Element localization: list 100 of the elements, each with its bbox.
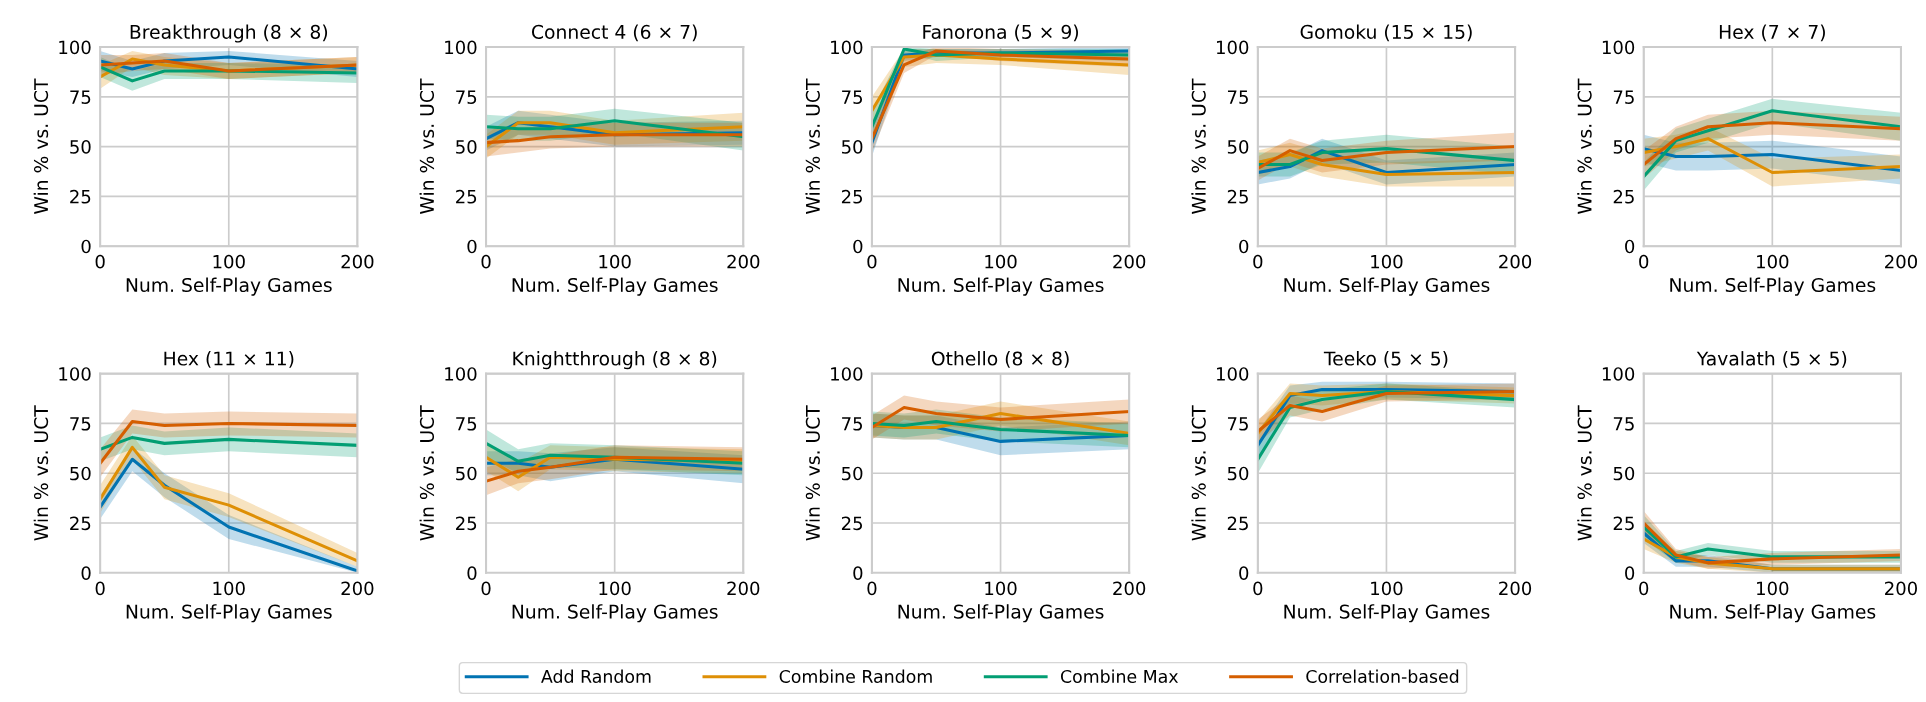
y-tick-label: 0 (1625, 239, 1635, 254)
y-axis-title: Win % vs. UCT (419, 405, 435, 541)
x-tick-label: 0 (1253, 581, 1263, 596)
y-axis-title: Win % vs. UCT (805, 405, 820, 541)
y-tick-label: 50 (842, 466, 863, 481)
x-tick-label: 0 (481, 254, 491, 269)
y-tick-label: 25 (70, 189, 91, 204)
x-axis-title: Num. Self-Play Games (1284, 277, 1490, 296)
y-tick-label: 100 (445, 40, 477, 55)
x-tick-label: 100 (213, 254, 245, 269)
y-axis-title: Win % vs. UCT (805, 78, 820, 214)
chart-title: Fanorona (5 × 9) (923, 24, 1079, 42)
x-tick-label: 200 (341, 254, 374, 269)
x-tick-label: 0 (1639, 254, 1649, 269)
y-tick-label: 100 (831, 40, 863, 55)
y-tick-label: 0 (467, 239, 477, 254)
x-tick-label: 100 (599, 254, 631, 269)
chart-title: Breakthrough (8 × 8) (130, 24, 328, 43)
x-tick-label: 0 (95, 254, 105, 269)
x-axis-title: Num. Self-Play Games (1670, 277, 1876, 296)
x-axis-title: Num. Self-Play Games (898, 604, 1104, 623)
x-axis-title: Num. Self-Play Games (1670, 604, 1876, 623)
line-series (1643, 137, 1901, 175)
y-tick-label: 100 (1217, 367, 1249, 381)
y-tick-label: 75 (1227, 90, 1248, 104)
x-tick-label: 0 (1639, 581, 1649, 596)
y-tick-label: 25 (841, 516, 863, 531)
legend-label: Combine Max (1060, 669, 1179, 684)
y-tick-label: 75 (70, 90, 91, 104)
chart-title: Hex (7 × 7) (1719, 24, 1825, 42)
y-axis-title: Win % vs. UCT (1191, 405, 1206, 541)
y-tick-label: 100 (831, 367, 863, 381)
legend-label: Correlation-based (1306, 669, 1459, 684)
y-tick-label: 25 (1227, 516, 1248, 531)
y-tick-label: 0 (1239, 239, 1249, 254)
x-tick-label: 0 (867, 254, 877, 269)
y-tick-label: 50 (70, 466, 91, 481)
y-tick-label: 50 (456, 140, 477, 154)
chart-title: Connect 4 (6 × 7) (531, 24, 697, 42)
y-tick-label: 100 (59, 367, 91, 381)
line-series (1643, 121, 1901, 167)
y-tick-label: 50 (842, 140, 863, 154)
y-tick-label: 25 (841, 189, 863, 204)
y-axis-title: Win % vs. UCT (1191, 78, 1206, 214)
x-tick-label: 200 (1885, 254, 1917, 269)
y-tick-label: 25 (1613, 516, 1634, 531)
y-tick-label: 50 (70, 140, 91, 154)
x-axis-title: Num. Self-Play Games (898, 277, 1104, 296)
chart-title: Yavalath (5 × 5) (1696, 351, 1847, 368)
chart-title: Othello (8 × 8) (931, 351, 1069, 368)
x-tick-label: 200 (1113, 581, 1146, 596)
y-tick-label: 75 (1227, 417, 1248, 431)
x-tick-label: 0 (481, 581, 491, 596)
chart-title: Gomoku (15 × 15) (1300, 24, 1472, 42)
y-tick-label: 0 (1625, 566, 1635, 580)
x-tick-label: 200 (1885, 581, 1917, 596)
line-series (1643, 521, 1901, 565)
line-series (100, 435, 358, 451)
y-tick-label: 75 (1613, 90, 1634, 104)
y-tick-label: 75 (842, 90, 863, 104)
x-tick-label: 100 (213, 581, 245, 596)
y-axis-title: Win % vs. UCT (419, 78, 435, 214)
y-tick-label: 50 (1227, 140, 1249, 154)
x-tick-label: 100 (985, 581, 1017, 596)
x-tick-label: 0 (867, 581, 877, 596)
line-series (871, 419, 1130, 437)
y-tick-label: 100 (445, 367, 477, 381)
x-tick-label: 200 (1113, 254, 1146, 269)
legend-label: Combine Random (779, 669, 932, 684)
x-tick-label: 100 (1757, 581, 1789, 596)
x-tick-label: 100 (1371, 581, 1403, 596)
y-tick-label: 25 (1613, 189, 1634, 204)
y-tick-label: 0 (467, 566, 477, 580)
y-axis-title: Win % vs. UCT (33, 78, 49, 214)
x-tick-label: 100 (1371, 254, 1403, 269)
x-tick-label: 200 (727, 254, 760, 269)
y-tick-label: 100 (1602, 40, 1635, 55)
y-tick-label: 25 (456, 516, 477, 531)
y-tick-label: 25 (456, 189, 477, 204)
y-tick-label: 0 (853, 566, 863, 580)
x-tick-label: 200 (1499, 581, 1532, 596)
y-tick-label: 75 (456, 90, 477, 104)
y-tick-label: 25 (1227, 189, 1248, 204)
x-axis-title: Num. Self-Play Games (512, 277, 718, 296)
x-tick-label: 0 (1253, 254, 1263, 269)
y-tick-label: 100 (1217, 40, 1249, 55)
y-tick-label: 0 (81, 239, 91, 254)
y-axis-title: Win % vs. UCT (1577, 405, 1592, 541)
y-tick-label: 75 (1613, 417, 1634, 431)
x-tick-label: 100 (599, 581, 631, 596)
line-series (871, 405, 1130, 429)
y-tick-label: 50 (1613, 466, 1635, 481)
y-axis-title: Win % vs. UCT (1577, 78, 1592, 214)
line-series (486, 133, 744, 145)
x-axis-title: Num. Self-Play Games (1284, 604, 1490, 623)
x-tick-label: 100 (1757, 254, 1789, 269)
y-axis-title: Win % vs. UCT (33, 405, 49, 541)
y-tick-label: 50 (1613, 140, 1635, 154)
x-tick-label: 200 (727, 581, 760, 596)
y-tick-label: 100 (59, 40, 91, 55)
